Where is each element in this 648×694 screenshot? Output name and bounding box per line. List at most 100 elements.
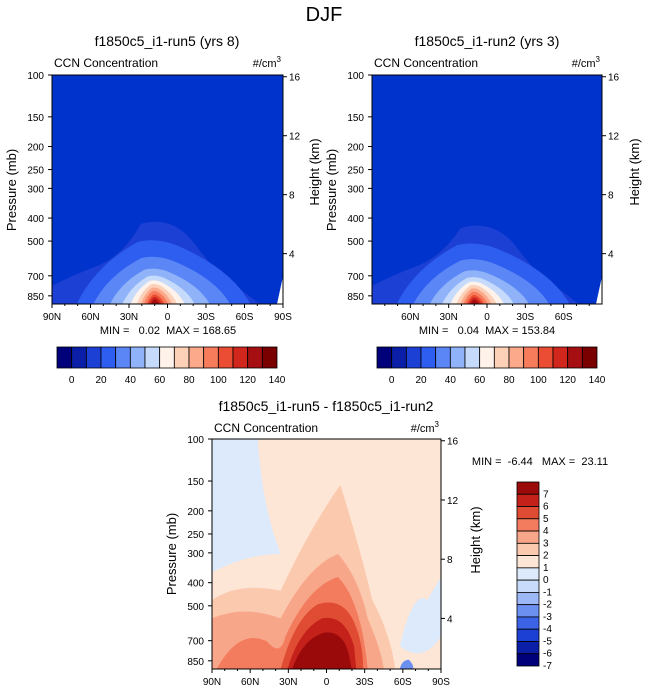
colorbar-difference-label: 6 [543,502,549,513]
panel-difference-xtick-label: 60S [394,677,412,688]
colorbar-run2: 0 20 40 60 80 100 120 140 [376,346,606,386]
colorbar-run5-swatch [203,346,219,369]
colorbar-difference-swatch [516,641,540,655]
colorbar-run2-swatch [449,346,466,369]
colorbar-run5-swatch [232,346,249,369]
colorbar-run2-swatch [581,346,598,369]
colorbar-run2-swatch [537,346,554,369]
colorbar-run2-swatch [479,346,495,369]
colorbar-difference-label: -2 [543,600,552,611]
colorbar-run5-label: 20 [95,375,107,386]
panel-difference-left-label: CCN Concentration [214,421,318,435]
panel-difference-title: f1850c5_i1-run5 - f1850c5_i1-run2 [219,398,434,414]
colorbar-run5-label: 120 [239,375,256,386]
colorbar-run5-swatch [129,346,146,369]
colorbar-run2-label: 40 [445,375,457,386]
colorbar-difference-swatch [516,555,540,569]
panel-difference-y2tick-label: 8 [447,555,453,566]
panel-run2-title: f1850c5_i1-run2 (yrs 3) [415,33,560,49]
colorbar-run5-swatch [173,346,190,369]
panel-run2-y2tick-label: 8 [608,191,614,202]
colorbar-run2-swatch [391,346,407,369]
colorbar-difference-swatch [516,481,540,495]
panel-run2-ytick-label: 200 [347,143,364,154]
difference-region-negative [212,439,281,573]
colorbar-run5-label: 0 [69,375,75,386]
panel-run5-ytick-label: 700 [27,272,44,283]
panel-run5-ytick-label: 100 [27,71,44,82]
panel-run5-stats: MIN = 0.02 MAX = 168.65 [100,325,236,337]
colorbar-difference-label: 7 [543,489,549,500]
panel-run5-xtick-label: 30S [197,312,215,323]
panel-difference-xtick-label: 60N [241,677,259,688]
colorbar-difference-swatch [516,616,540,630]
colorbar-run5-swatch [261,346,278,369]
panel-run2-ytick-label: 150 [347,113,364,124]
panel-run5: f1850c5_i1-run5 (yrs 8) CCN Concentratio… [4,33,322,337]
panel-run5-field [52,75,283,304]
colorbar-run5: 0 20 40 60 80 100 120 140 [56,346,286,386]
panel-difference-xtick-label: 90N [203,677,221,688]
colorbar-run5-swatch [188,346,205,369]
panel-run2-field [372,75,602,304]
colorbar-run5-swatch [56,346,73,369]
panel-difference-ytick-label: 300 [187,549,204,560]
colorbar-difference-label: 5 [543,514,549,525]
colorbar-run5-swatch [159,346,175,369]
panel-difference-ytick-label: 250 [187,530,204,541]
panel-run2-units: #/cm3 [572,55,601,70]
page-title: DJF [306,4,343,26]
panel-difference-units: #/cm3 [411,420,440,435]
colorbar-difference-label: 0 [543,575,549,586]
panel-run5-left-label: CCN Concentration [54,56,158,70]
colorbar-run5-label: 100 [210,375,227,386]
colorbar-run2-label: 0 [389,375,395,386]
panel-difference-stats: MIN = -6.44 MAX = 23.11 [472,456,608,468]
colorbar-run5-swatch [85,346,102,369]
colorbar-difference-label: -6 [543,649,552,660]
colorbar-difference-swatch [516,542,540,556]
panel-difference-xtick-label: 0 [324,677,330,688]
panel-difference-ytick-label: 400 [187,579,204,590]
colorbar-run2-label: 140 [589,375,606,386]
panel-difference-y2tick-label: 16 [447,437,459,448]
panel-run5-units: #/cm3 [253,55,282,70]
panel-run2-xtick-label: 0 [484,312,490,323]
panel-run5-nodata-region [277,276,283,304]
panel-difference-ytick-label: 850 [187,657,204,668]
colorbar-run2-label: 20 [415,375,427,386]
panel-run5-xtick-label: 30N [120,312,138,323]
colorbar-run5-label: 40 [125,375,137,386]
colorbar-run5-label: 140 [269,375,286,386]
panel-run5-xtick-label: 0 [165,312,171,323]
panel-run5-ytick-label: 300 [27,184,44,195]
colorbar-run5-swatch [217,346,234,369]
panel-difference-ytick-label: 100 [187,435,204,446]
colorbar-run2-label: 80 [503,375,515,386]
colorbar-run2-label: 60 [474,375,486,386]
panel-run5-ytick-label: 400 [27,214,44,225]
panel-difference-ytick-label: 200 [187,507,204,518]
panel-run2-xtick-label: 30S [516,312,534,323]
colorbar-run2-swatch [552,346,569,369]
panel-run2-y2label: Height (km) [627,138,642,205]
panel-difference-ytick-label: 500 [187,602,204,613]
panel-run5-xtick-label: 90N [43,312,61,323]
panel-run5-y2tick-label: 4 [289,250,295,261]
panel-run5-y2tick-label: 8 [289,191,295,202]
panel-difference-ytick-label: 700 [187,637,204,648]
colorbar-difference-swatch [516,604,540,618]
colorbar-run2-swatch [567,346,583,369]
colorbar-difference-label: 3 [543,538,549,549]
panel-run2-left-label: CCN Concentration [374,56,478,70]
panel-run5-ytick-label: 200 [27,143,44,154]
panel-difference-xtick-label: 30N [279,677,297,688]
colorbar-run2-swatch [493,346,510,369]
panel-run2: f1850c5_i1-run2 (yrs 3) CCN Concentratio… [324,33,642,337]
panel-run5-xtick-label: 60S [236,312,254,323]
panel-difference-xtick-label: 90S [432,677,450,688]
colorbar-run2-swatch [376,346,393,369]
colorbar-run2-swatch [464,346,481,369]
panel-difference-ylabel: Pressure (mb) [164,513,179,595]
